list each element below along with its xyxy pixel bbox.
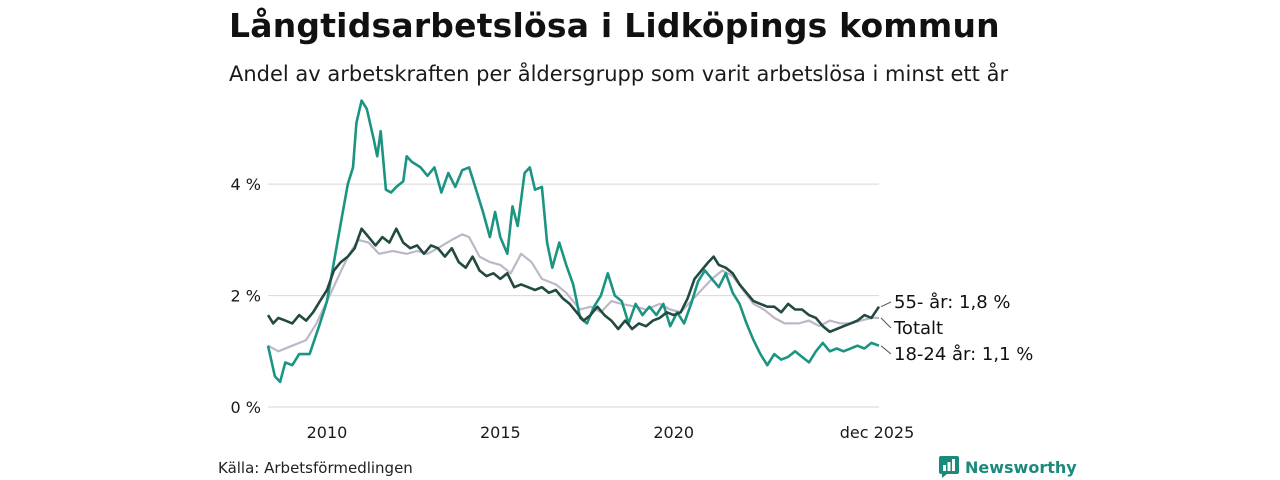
newsworthy-logo: Newsworthy bbox=[939, 456, 1077, 478]
chart-subtitle: Andel av arbetskraften per åldersgrupp s… bbox=[229, 62, 1009, 86]
y-axis-ticks: 0 % 2 % 4 % bbox=[231, 175, 261, 417]
series-line-series_total bbox=[267, 233, 879, 353]
chart-title: Långtidsarbetslösa i Lidköpings kommun bbox=[229, 6, 1000, 45]
y-tick-label-2: 4 % bbox=[231, 175, 261, 194]
y-tick-label-1: 2 % bbox=[231, 287, 261, 306]
x-tick-label-2: 2020 bbox=[653, 423, 694, 442]
end-label-series_55: 55- år: 1,8 % bbox=[894, 292, 1010, 313]
leader-line-series_55 bbox=[880, 301, 892, 308]
x-tick-label-0: 2010 bbox=[307, 423, 348, 442]
series-line-series_1824 bbox=[266, 99, 880, 384]
brand-name: Newsworthy bbox=[965, 457, 1077, 477]
y-tick-label-0: 0 % bbox=[231, 398, 261, 417]
x-tick-label-1: 2015 bbox=[480, 423, 521, 442]
x-tick-label-3: dec 2025 bbox=[840, 423, 915, 442]
x-axis-ticks: 2010 2015 2020 dec 2025 bbox=[307, 423, 915, 442]
gridlines bbox=[268, 183, 879, 408]
newsworthy-icon bbox=[939, 456, 959, 478]
leader-line-series_total bbox=[880, 317, 892, 329]
end-label-series_1824: 18-24 år: 1,1 % bbox=[894, 344, 1033, 365]
series-lines bbox=[266, 99, 881, 384]
end-label-series_total: Totalt bbox=[893, 318, 943, 339]
leader-line-series_1824 bbox=[880, 345, 892, 355]
source-note: Källa: Arbetsförmedlingen bbox=[218, 459, 413, 477]
end-labels: 55- år: 1,8 % Totalt 18-24 år: 1,1 % bbox=[880, 292, 1033, 365]
series-line-series_55 bbox=[266, 227, 881, 334]
